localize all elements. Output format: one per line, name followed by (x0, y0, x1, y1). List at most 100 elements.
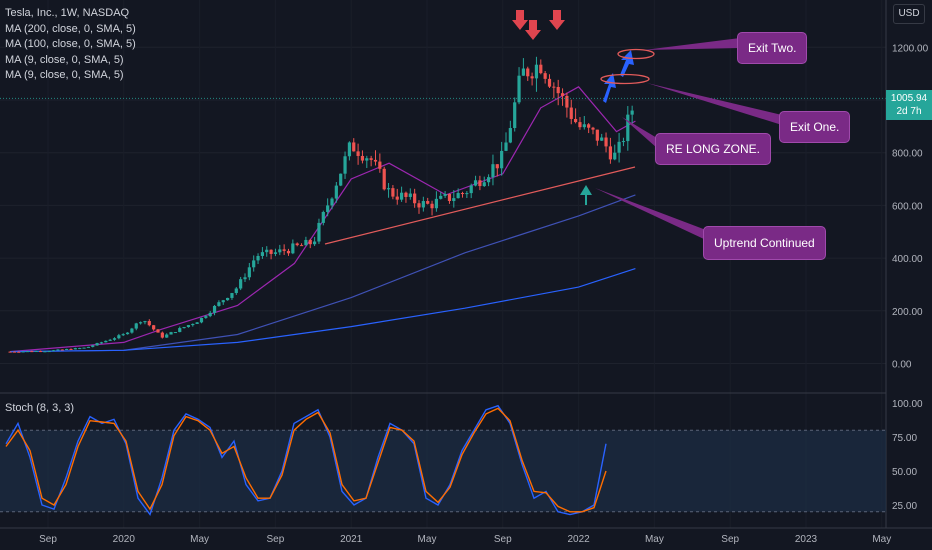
exit-two-ellipse (617, 48, 655, 60)
candle-body (469, 185, 473, 194)
candle-body (230, 293, 234, 298)
candle-body (626, 114, 630, 142)
candle-body (621, 141, 626, 143)
candle-body (600, 137, 604, 141)
down-arrow-icon (512, 10, 528, 30)
ma-legend-item[interactable]: MA (9, close, 0, SMA, 5) (5, 69, 124, 81)
up-arrow-icon (603, 73, 616, 103)
candle-body (439, 195, 443, 199)
time-tick-label: 2020 (113, 534, 136, 545)
annotation-exit-one[interactable]: Exit One. (779, 111, 851, 143)
time-tick-label: Sep (267, 534, 285, 545)
candle-body (334, 185, 338, 199)
candle-body (134, 323, 138, 329)
candle-body (478, 180, 482, 187)
candle-body (65, 348, 69, 350)
candle-body (199, 317, 204, 323)
candle-body (278, 249, 282, 253)
currency-button[interactable]: USD (893, 4, 925, 24)
candle-body (539, 64, 543, 74)
candle-body (560, 93, 565, 96)
candle-body (417, 203, 421, 208)
candle-body (273, 252, 278, 254)
candle-body (365, 158, 369, 161)
price-pane[interactable] (0, 56, 886, 353)
candle-body (495, 164, 499, 169)
candle-body (617, 141, 621, 153)
candle-body (491, 164, 495, 178)
stoch-pane[interactable] (0, 404, 886, 517)
candle-body (413, 193, 417, 204)
ma-line (10, 268, 636, 353)
annotation-exit-two[interactable]: Exit Two. (737, 32, 808, 64)
time-tick-label: May (872, 534, 891, 545)
callout-pointer (647, 83, 782, 125)
candle-body (52, 350, 56, 352)
candle-body (139, 322, 143, 324)
stoch-band (0, 430, 886, 512)
candle-body (34, 351, 38, 353)
time-tick-label: Sep (721, 534, 739, 545)
candle-body (430, 203, 434, 209)
up-arrow-icon (580, 185, 592, 205)
candle-body (125, 332, 130, 335)
last-price-value: 1005.94 (890, 93, 928, 104)
annotation-re-long-zone[interactable]: RE LONG ZONE. (655, 133, 772, 165)
annotation-uptrend-continued[interactable]: Uptrend Continued (703, 226, 826, 260)
axes: 1200.001000.00800.00600.00400.00200.000.… (39, 43, 928, 545)
down-arrow-icon (525, 20, 541, 40)
candle-body (465, 193, 469, 195)
stoch-legend[interactable]: Stoch (8, 3, 3) (5, 402, 75, 414)
candle-body (47, 351, 51, 353)
candle-body (191, 323, 195, 326)
candle-body (513, 102, 517, 129)
candle-body (21, 351, 25, 353)
candle-body (156, 329, 160, 333)
candle-body (391, 188, 395, 197)
candle-body (582, 124, 586, 128)
stoch-tick-label: 75.00 (892, 433, 917, 444)
candle-body (595, 129, 599, 141)
ma-legend-item[interactable]: MA (9, close, 0, SMA, 5) (5, 53, 124, 66)
candle-body (165, 334, 169, 338)
candle-body (182, 327, 186, 329)
candle-body (473, 180, 478, 186)
candle-body (352, 142, 356, 152)
candle-body (252, 260, 256, 268)
candle-body (208, 312, 212, 317)
candle-body (521, 68, 525, 76)
candle-body (239, 279, 243, 289)
candle-body (487, 177, 491, 183)
price-tick-label: 400.00 (892, 254, 923, 265)
candle-body (356, 151, 360, 156)
ma-legend-item[interactable]: MA (100, close, 0, SMA, 5) (5, 38, 136, 50)
last-price-tag: 1005.94 2d 7h (886, 90, 932, 120)
time-tick-label: 2022 (567, 534, 590, 545)
callout-pointer (622, 117, 657, 148)
candle-body (556, 87, 560, 94)
candle-body (569, 107, 573, 119)
up-arrow-icon (620, 50, 634, 77)
candle-body (326, 205, 330, 212)
candle-body (82, 347, 86, 349)
candle-body (530, 76, 534, 79)
candle-body (443, 194, 447, 196)
stoch-tick-label: 100.00 (892, 399, 923, 410)
candle-body (108, 339, 112, 341)
candle-body (186, 325, 191, 328)
candle-body (291, 243, 295, 254)
candle-body (295, 243, 299, 246)
candle-body (121, 334, 125, 336)
candle-body (247, 267, 251, 278)
candle-body (204, 316, 208, 318)
candle-body (382, 168, 386, 190)
candle-body (104, 340, 108, 343)
candle-body (130, 328, 134, 333)
symbol-title[interactable]: Tesla, Inc., 1W, NASDAQ (5, 7, 130, 19)
last-price-countdown: 2d 7h (896, 106, 922, 117)
ma-legend-item[interactable]: MA (200, close, 0, SMA, 5) (5, 22, 136, 35)
time-tick-label: May (645, 534, 664, 545)
candle-body (117, 335, 121, 339)
candle-body (299, 245, 304, 247)
